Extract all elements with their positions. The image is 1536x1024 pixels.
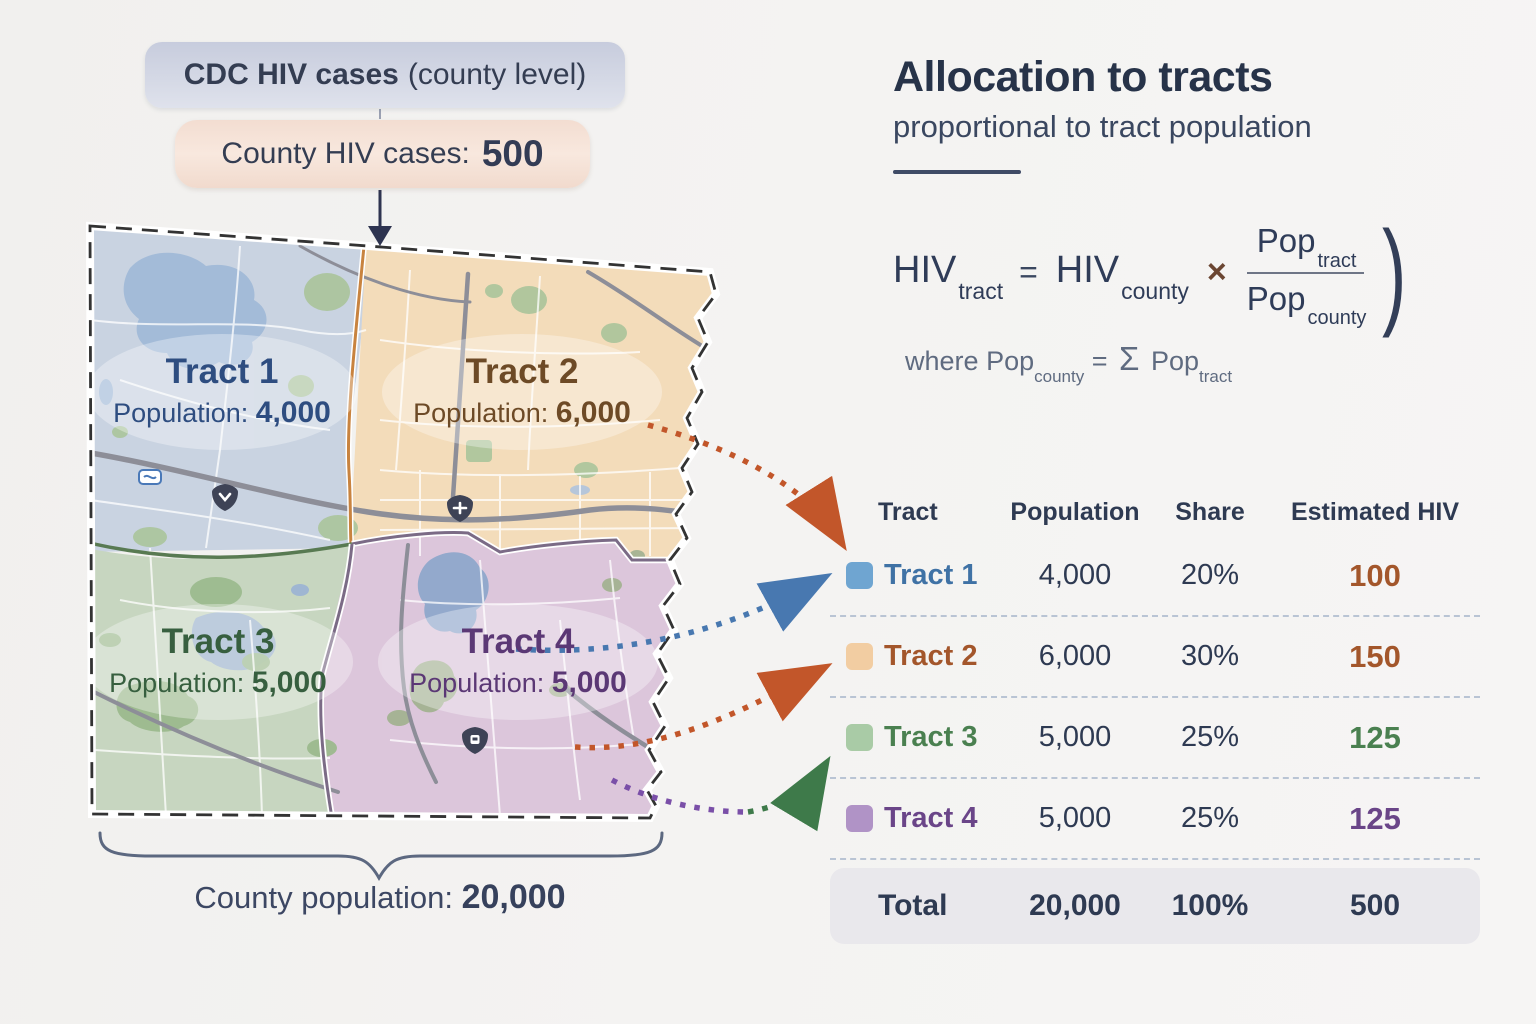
- row-share: 30%: [1180, 640, 1240, 672]
- row-population: 4,000: [1038, 559, 1112, 591]
- county-population-text: County population:: [194, 880, 453, 915]
- county-population-label: County population: 20,000: [194, 878, 565, 917]
- total-share: 100%: [1171, 889, 1249, 922]
- county-population-brace: [98, 831, 664, 882]
- row-estimated-hiv: 125: [1349, 719, 1401, 755]
- connector-tract4-segment: [610, 777, 749, 815]
- lakes: [99, 252, 590, 671]
- total-estimated-hiv: 500: [1349, 889, 1401, 922]
- parks: [112, 273, 627, 547]
- source-badge: CDC HIV cases (county level): [145, 42, 625, 108]
- formula-rhs: HIVcounty: [1055, 248, 1189, 305]
- tract4-pop-label: Population:: [409, 668, 545, 699]
- highway-shield-icon: [447, 495, 473, 522]
- county-map: [90, 226, 716, 818]
- row-population: 5,000: [1038, 721, 1112, 753]
- tract2-swatch: [846, 643, 873, 670]
- tract2-pop-label: Population:: [413, 398, 549, 429]
- where-pop-county: Popcounty: [986, 346, 1085, 387]
- header-population: Population: [1010, 497, 1140, 526]
- row-tract-label: Tract 3: [884, 721, 978, 753]
- formula-lhs: HIVtract: [893, 248, 1004, 305]
- total-population: 20,000: [1029, 889, 1121, 922]
- row-share: 25%: [1180, 721, 1240, 753]
- tract1-pop-value: 4,000: [255, 396, 331, 430]
- tract1-pop-label: Population:: [113, 398, 249, 429]
- row-tract-label: Tract 2: [884, 640, 978, 672]
- county-population-value: 20,000: [461, 878, 566, 916]
- county-border-dashes: [88, 224, 718, 820]
- row-share: 25%: [1180, 802, 1240, 834]
- row-estimated-hiv: 100: [1349, 557, 1401, 593]
- tract2-map-label: Tract 2 Population: 6,000: [413, 352, 631, 431]
- where-pop-tract: Poptract: [1150, 346, 1233, 387]
- connector-tract2-row: [574, 663, 833, 751]
- tract2-pop-value: 6,000: [555, 396, 631, 430]
- county-cases-label: County HIV cases:: [221, 137, 470, 170]
- table-row: Tract 2 6,000 30% 150: [830, 617, 1480, 698]
- tract1-name: Tract 1: [165, 352, 279, 391]
- row-tract-label: Tract 4: [884, 802, 978, 834]
- sigma-symbol: Σ: [1119, 340, 1140, 377]
- allocation-table: Tract Population Share Estimated HIV Tra…: [830, 488, 1480, 944]
- label-glows: [90, 334, 662, 720]
- parks-south: [99, 577, 337, 757]
- tract1-swatch: [846, 562, 873, 589]
- tract4-swatch: [846, 805, 873, 832]
- highway-shield-icon: [212, 484, 238, 511]
- tract1-map-label: Tract 1 Population: 4,000: [113, 352, 331, 431]
- formula-equals: =: [1019, 254, 1038, 291]
- total-label: Total: [878, 889, 948, 922]
- connector-tract2-top: [647, 422, 847, 551]
- source-badge-rest: (county level): [407, 58, 587, 91]
- formula-paren: ): [1382, 206, 1407, 339]
- row-population: 5,000: [1038, 802, 1112, 834]
- tract4-pop-value: 5,000: [551, 666, 627, 700]
- fraction-numerator: Poptract: [1256, 222, 1357, 272]
- tract4-name: Tract 4: [461, 622, 575, 661]
- row-estimated-hiv: 150: [1349, 638, 1401, 674]
- map-region-tract2: [350, 244, 716, 566]
- title-underline: [893, 170, 1021, 174]
- table-total-row: Total 20,000 100% 500: [830, 868, 1480, 944]
- map-region-tract3: [90, 544, 352, 818]
- table-header-row: Tract Population Share Estimated HIV: [830, 488, 1480, 536]
- row-tract-label: Tract 1: [884, 559, 978, 591]
- tract4-map-label: Tract 4 Population: 5,000: [409, 622, 627, 701]
- tract3-name: Tract 3: [161, 622, 275, 661]
- allocation-formula: HIVtract = HIVcounty × Poptract Popcount…: [893, 206, 1422, 339]
- table-row: Tract 3 5,000 25% 125: [830, 698, 1480, 779]
- formula-fraction: Poptract Popcounty: [1246, 222, 1367, 330]
- formula-where-note: where Popcounty = Σ Poptract: [905, 340, 1233, 387]
- table-row: Tract 4 5,000 25% 125: [830, 779, 1480, 860]
- table-row: Tract 1 4,000 20% 100: [830, 536, 1480, 617]
- formula-times: ×: [1206, 253, 1227, 292]
- header-tract: Tract: [878, 497, 938, 526]
- header-estimated-hiv: Estimated HIV: [1290, 497, 1460, 526]
- county-cases-value: 500: [481, 133, 544, 174]
- source-badge-bold: CDC HIV cases: [183, 58, 399, 91]
- road-sign-icon: [138, 469, 162, 485]
- row-population: 6,000: [1038, 640, 1112, 672]
- transit-shield-icon: [462, 727, 488, 754]
- tract3-swatch: [846, 724, 873, 751]
- flow-arrow: [368, 109, 392, 246]
- row-share: 20%: [1180, 559, 1240, 591]
- connector-tract3-row: [747, 755, 831, 832]
- page-subtitle: proportional to tract population: [893, 109, 1312, 144]
- tract3-pop-label: Population:: [109, 668, 245, 699]
- tract3-map-label: Tract 3 Population: 5,000: [109, 622, 327, 701]
- fraction-bar: [1246, 271, 1365, 274]
- tract2-name: Tract 2: [465, 352, 579, 391]
- county-cases-badge: County HIV cases: 500: [175, 120, 590, 188]
- row-estimated-hiv: 125: [1349, 800, 1401, 836]
- header-share: Share: [1175, 497, 1245, 526]
- page-title: Allocation to tracts: [893, 53, 1273, 101]
- dotted-connectors: [515, 422, 847, 832]
- fraction-denominator: Popcounty: [1246, 279, 1367, 330]
- tract3-pop-value: 5,000: [251, 666, 327, 700]
- tract-boundaries: [90, 245, 700, 818]
